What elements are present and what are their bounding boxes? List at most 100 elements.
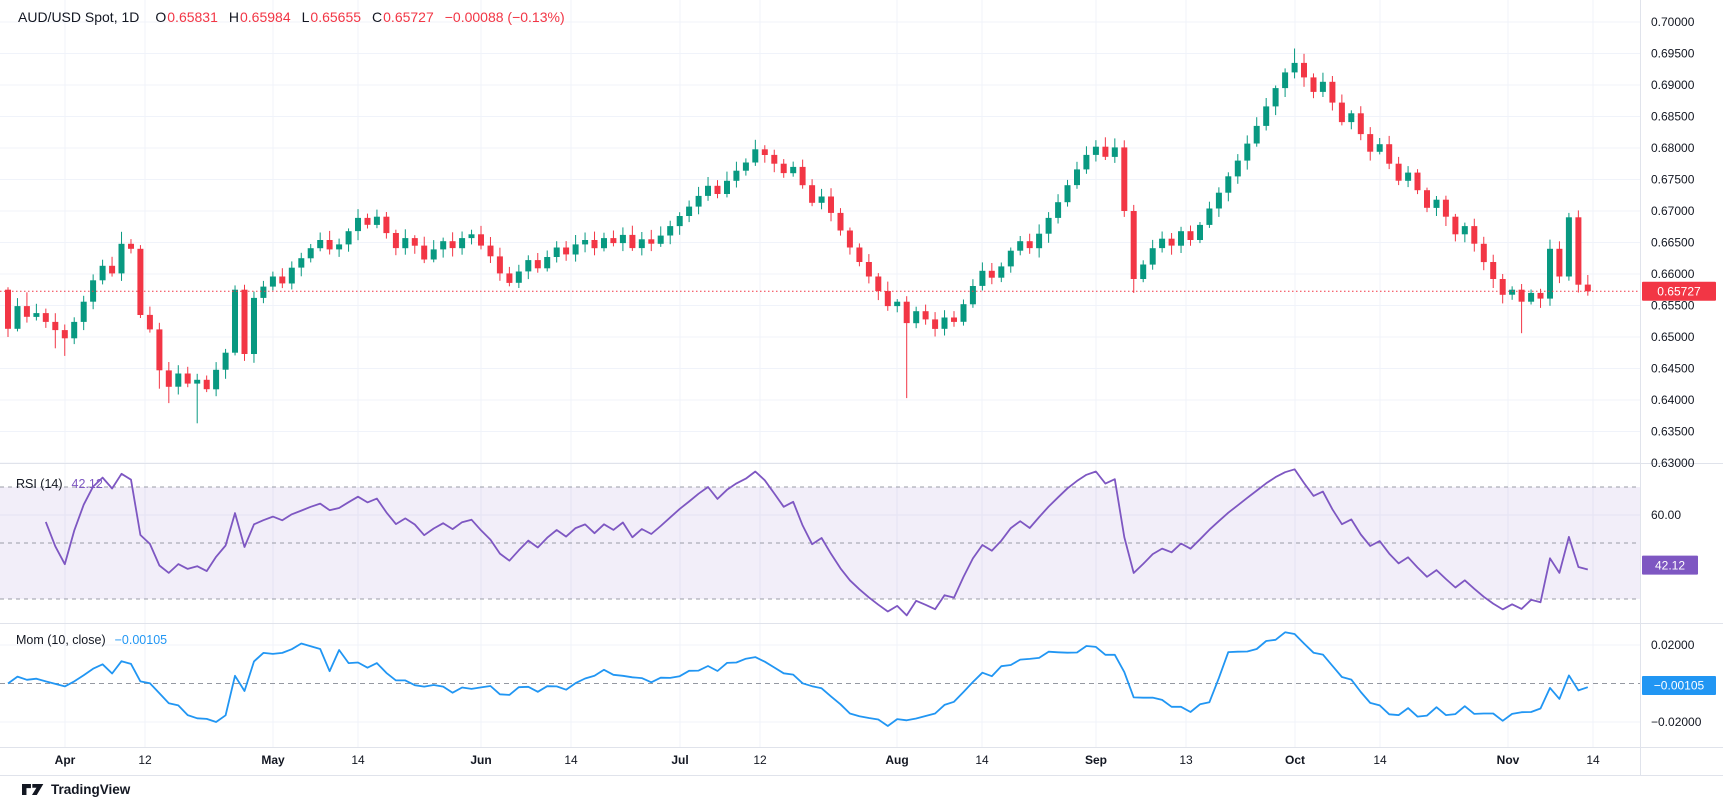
candle-body xyxy=(1461,226,1468,235)
candle-body xyxy=(884,291,891,307)
candle-body xyxy=(1452,216,1459,235)
ohlc-low: L0.65655 xyxy=(301,9,362,25)
candle-body xyxy=(1414,172,1421,191)
candle-body xyxy=(1405,172,1412,181)
candle-body xyxy=(1329,81,1336,103)
candle-body xyxy=(553,247,560,257)
candle-body xyxy=(269,276,276,287)
candle-body xyxy=(449,241,456,249)
rsi-series xyxy=(44,468,1589,617)
momentum-current-value: −0.00105 xyxy=(114,633,168,647)
candle-body xyxy=(742,162,749,171)
candle-body xyxy=(42,313,49,322)
rsi-legend[interactable]: RSI (14) 42.12 xyxy=(16,477,103,491)
candle-body xyxy=(544,257,551,269)
time-axis-label: Apr xyxy=(55,753,76,767)
axes[interactable]: 0.70000 0.69500 0.69000 0.68500 0.68000 0.675… xyxy=(0,0,1723,775)
candle-body xyxy=(534,260,541,269)
candle-body xyxy=(165,370,172,387)
momentum-line xyxy=(7,631,1589,727)
price-axis-label: 0.67500 xyxy=(1651,173,1695,187)
rsi-line xyxy=(44,468,1589,617)
candle-body xyxy=(364,217,371,225)
last-price-badge-text: 0.65727 xyxy=(1657,284,1701,298)
candle-body xyxy=(260,286,267,298)
candle-body xyxy=(582,240,589,245)
tradingview-logo-icon[interactable] xyxy=(22,782,44,797)
momentum-legend[interactable]: Mom (10, close) −0.00105 xyxy=(16,633,167,647)
candle-body xyxy=(71,321,78,339)
tradingview-brand-text[interactable]: TradingView xyxy=(51,782,131,797)
candle-body xyxy=(809,185,816,203)
candle-body xyxy=(761,149,768,155)
candle-body xyxy=(421,245,428,260)
candle-body xyxy=(109,265,116,274)
candle-body xyxy=(1367,134,1374,152)
candle-body xyxy=(468,234,475,239)
candle-body xyxy=(1092,146,1099,155)
candle-body xyxy=(33,313,40,317)
candle-body xyxy=(156,329,163,371)
momentum-series xyxy=(7,631,1589,727)
price-axis-label: 0.65000 xyxy=(1651,330,1695,344)
candle-body xyxy=(695,195,702,207)
time-axis-label: Jun xyxy=(470,753,491,767)
candle-body xyxy=(128,243,134,249)
momentum-value-badge-text: −0.00105 xyxy=(1654,679,1705,693)
candle-body xyxy=(780,163,787,174)
candle-body xyxy=(1442,199,1449,217)
candle-body xyxy=(1017,241,1024,251)
ohlc-close: C0.65727 xyxy=(372,9,434,25)
candle-body xyxy=(298,258,305,268)
candle-body xyxy=(184,373,191,384)
candle-body xyxy=(1168,238,1175,246)
chart-canvas[interactable]: 0.70000 0.69500 0.69000 0.68500 0.68000 0.675… xyxy=(0,0,1723,775)
footer-bar: TradingView xyxy=(0,775,1723,803)
candle-body xyxy=(251,297,257,354)
candle-body xyxy=(307,248,314,259)
candle-body xyxy=(941,317,948,329)
candle-body xyxy=(714,185,721,194)
price-axis-label: 0.63000 xyxy=(1651,456,1695,470)
symbol-title[interactable]: AUD/USD Spot, 1D xyxy=(18,9,140,25)
candle-body xyxy=(657,235,664,244)
time-axis-label: Oct xyxy=(1285,753,1305,767)
candle-body xyxy=(440,241,447,250)
candle-body xyxy=(1055,202,1062,218)
candle-body xyxy=(1121,147,1128,211)
candle-body xyxy=(771,154,778,164)
candle-body xyxy=(1518,289,1525,302)
time-axis-label: Aug xyxy=(885,753,908,767)
candle-body xyxy=(496,256,503,274)
candle-body xyxy=(118,243,125,274)
candle-body xyxy=(998,266,1005,278)
candle-body xyxy=(355,217,361,232)
candle-body xyxy=(1433,199,1440,208)
candle-body xyxy=(1471,226,1478,244)
candle-body xyxy=(326,240,333,250)
candle-body xyxy=(23,306,30,317)
candle-body xyxy=(1197,224,1203,240)
time-axis-label: Jul xyxy=(671,753,688,767)
candle-body xyxy=(1026,241,1033,249)
candle-body xyxy=(1083,154,1090,170)
candle-body xyxy=(487,245,494,257)
candle-body xyxy=(828,196,834,213)
candle-body xyxy=(790,166,797,174)
candle-body xyxy=(1149,248,1156,265)
candle-body xyxy=(1130,211,1137,279)
candle-body xyxy=(1301,62,1307,78)
rsi-value-badge-text: 42.12 xyxy=(1655,558,1685,572)
candle-body xyxy=(856,247,863,262)
candle-body xyxy=(846,230,853,248)
candle-body xyxy=(1102,146,1109,157)
candle-body xyxy=(1206,208,1213,225)
candle-body xyxy=(1584,284,1591,292)
series xyxy=(5,48,1591,727)
candle-body xyxy=(402,238,409,249)
candle-body xyxy=(1395,163,1402,181)
candle-body xyxy=(459,238,466,249)
candlestick-series xyxy=(5,48,1591,424)
rsi-axis-label: 60.00 xyxy=(1651,508,1681,522)
candle-body xyxy=(61,330,68,339)
